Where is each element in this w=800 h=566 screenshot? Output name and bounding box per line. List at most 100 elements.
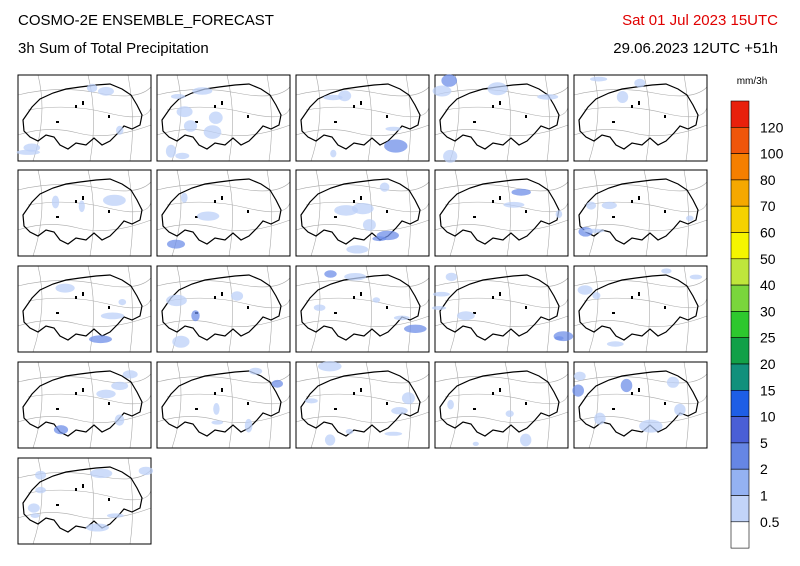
precip-area bbox=[404, 324, 427, 333]
colorbar-box bbox=[730, 311, 750, 338]
precip-area bbox=[345, 428, 354, 435]
precip-area bbox=[601, 201, 617, 210]
precip-area bbox=[666, 376, 680, 388]
map-panel bbox=[573, 74, 708, 162]
precip-area bbox=[116, 125, 124, 135]
precip-area bbox=[384, 139, 408, 153]
map-panel bbox=[295, 265, 430, 353]
precip-area bbox=[35, 470, 47, 480]
precip-area bbox=[203, 125, 222, 139]
precip-area bbox=[103, 194, 126, 206]
colorbar-box bbox=[730, 284, 750, 312]
run-info: 29.06.2023 12UTC +51h bbox=[613, 40, 778, 57]
precip-area bbox=[53, 425, 69, 435]
map-base bbox=[434, 169, 569, 257]
precip-area bbox=[114, 414, 125, 426]
precip-area bbox=[192, 87, 213, 95]
map-panel bbox=[572, 361, 708, 449]
precip-area bbox=[118, 299, 127, 306]
map-base bbox=[156, 361, 291, 449]
colorbar-box bbox=[730, 127, 750, 154]
valid-time: Sat 01 Jul 2023 15UTC bbox=[622, 12, 778, 29]
precip-area bbox=[634, 78, 646, 88]
precip-area bbox=[122, 370, 138, 379]
precip-area bbox=[346, 245, 369, 254]
colorbar-box bbox=[730, 179, 750, 207]
precip-area bbox=[441, 74, 457, 87]
precip-area bbox=[537, 94, 559, 100]
precip-area bbox=[391, 407, 408, 415]
colorbar-label: 40 bbox=[760, 277, 776, 293]
colorbar-box bbox=[730, 416, 750, 444]
map-panel bbox=[573, 169, 708, 257]
precip-area bbox=[100, 312, 125, 320]
precip-area bbox=[23, 143, 41, 152]
map-panel bbox=[156, 361, 291, 449]
precip-area bbox=[172, 335, 190, 348]
precip-area bbox=[511, 188, 531, 196]
precip-area bbox=[55, 283, 75, 293]
precip-area bbox=[620, 378, 633, 393]
map-panel bbox=[17, 265, 152, 353]
precip-area bbox=[231, 291, 244, 301]
map-panel bbox=[434, 169, 569, 257]
map-base bbox=[17, 169, 152, 257]
precip-area bbox=[472, 441, 479, 446]
map-base bbox=[573, 169, 708, 257]
colorbar: 120 100 80 70 60 50 40 30 25 20 15 10 5 2 1 0.5 bbox=[730, 100, 784, 549]
map-panel bbox=[17, 457, 154, 545]
precip-area bbox=[30, 513, 40, 518]
colorbar-label: 15 bbox=[760, 382, 776, 398]
colorbar-box bbox=[730, 389, 750, 417]
precip-area bbox=[318, 361, 342, 372]
map-base bbox=[17, 457, 152, 545]
precip-area bbox=[244, 418, 253, 433]
precip-area bbox=[35, 486, 46, 494]
precip-area bbox=[432, 85, 452, 97]
map-panel bbox=[295, 169, 430, 257]
precip-area bbox=[594, 412, 606, 425]
map-base bbox=[573, 361, 708, 449]
precip-area bbox=[445, 272, 458, 282]
colorbar-label: 120 bbox=[760, 119, 784, 135]
precip-area bbox=[503, 201, 525, 208]
colorbar-label: 100 bbox=[760, 146, 784, 162]
map-base bbox=[573, 74, 708, 162]
map-base bbox=[573, 265, 708, 353]
map-base bbox=[295, 74, 430, 162]
colorbar-box bbox=[730, 442, 750, 470]
colorbar-box bbox=[730, 337, 750, 365]
precip-area bbox=[107, 513, 124, 518]
map-base bbox=[17, 265, 152, 353]
precip-area bbox=[616, 91, 629, 103]
colorbar-box bbox=[730, 468, 750, 496]
colorbar-box bbox=[730, 232, 750, 260]
precip-area bbox=[573, 371, 586, 381]
precip-area bbox=[96, 389, 116, 399]
precip-area bbox=[313, 304, 326, 311]
precip-area bbox=[661, 268, 672, 274]
precip-area bbox=[689, 274, 703, 280]
colorbar-label: 25 bbox=[760, 330, 776, 346]
colorbar-label: 20 bbox=[760, 356, 776, 372]
precip-area bbox=[16, 149, 40, 155]
precip-area bbox=[385, 126, 402, 131]
colorbar-label: 1 bbox=[760, 488, 768, 504]
precip-area bbox=[138, 466, 154, 476]
precip-area bbox=[166, 294, 187, 307]
subtitle: 3h Sum of Total Precipitation bbox=[18, 40, 209, 57]
precip-area bbox=[555, 210, 563, 218]
map-panel bbox=[16, 74, 152, 162]
precip-area bbox=[583, 228, 605, 233]
precip-area bbox=[372, 297, 381, 303]
precip-area bbox=[211, 420, 224, 425]
precip-area bbox=[305, 398, 318, 404]
precip-area bbox=[572, 384, 584, 397]
precip-area bbox=[686, 215, 694, 222]
precip-area bbox=[208, 111, 223, 124]
map-panel bbox=[156, 74, 291, 162]
precip-area bbox=[338, 90, 352, 102]
colorbar-label: 0.5 bbox=[760, 514, 780, 530]
precip-area bbox=[27, 503, 40, 513]
